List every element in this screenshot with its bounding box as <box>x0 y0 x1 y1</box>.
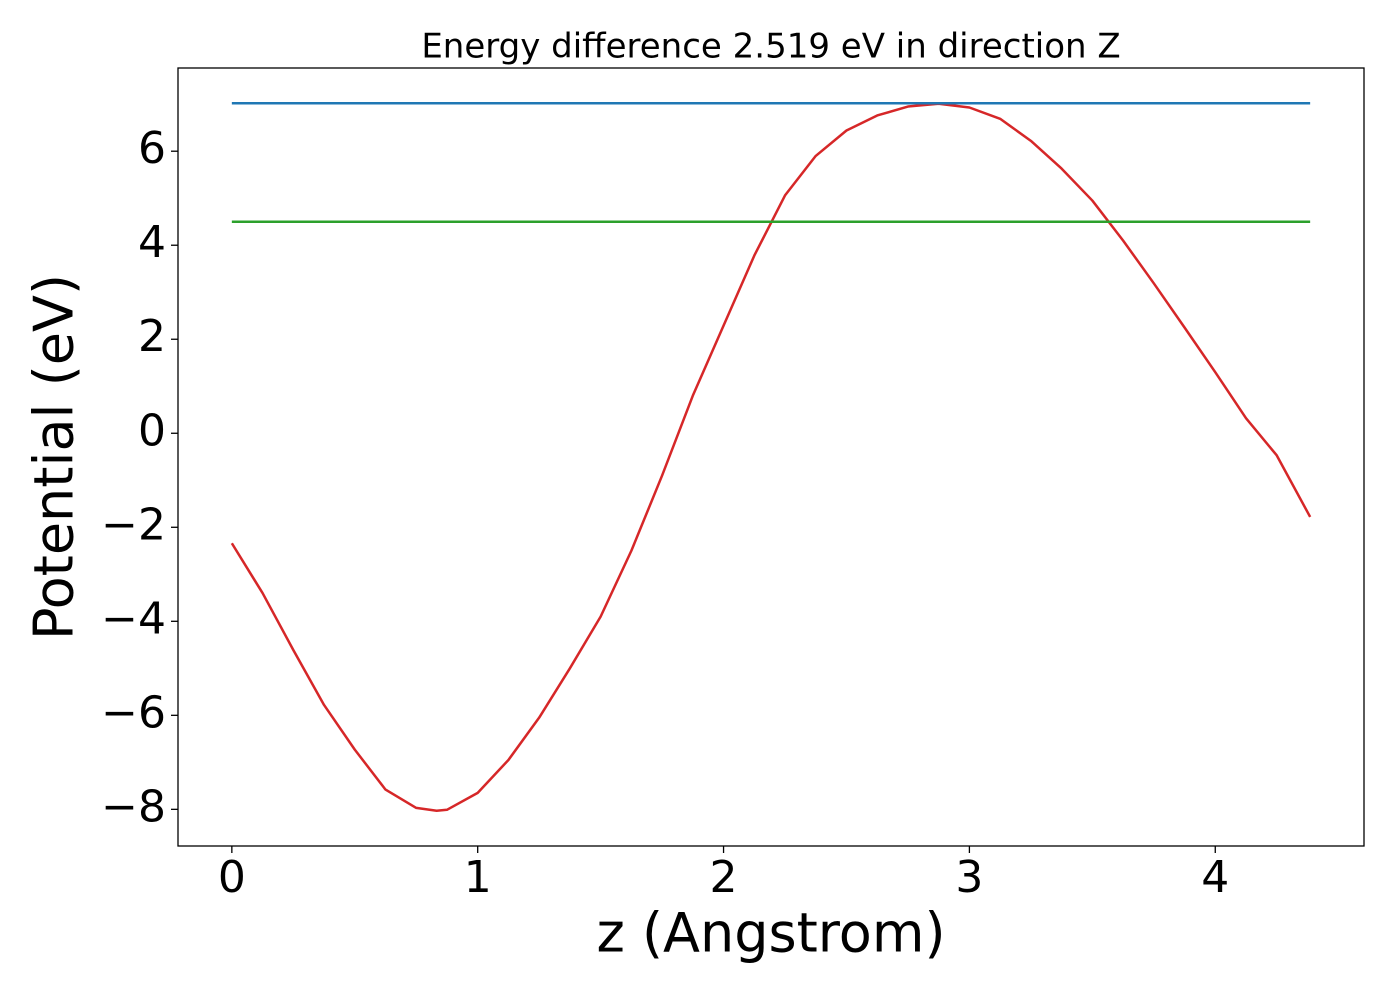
x-tick-label: 0 <box>218 852 246 903</box>
y-tick-label: −6 <box>101 687 166 738</box>
y-tick-label: 2 <box>138 311 166 362</box>
y-tick-label: 4 <box>138 217 166 268</box>
y-tick-label: 6 <box>138 123 166 174</box>
chart-title: Energy difference 2.519 eV in direction … <box>421 27 1120 67</box>
y-tick-label: −2 <box>101 499 166 550</box>
x-tick-label: 1 <box>464 852 492 903</box>
series-line <box>230 102 1312 812</box>
y-axis-label: Potential (eV) <box>23 274 86 640</box>
x-axis-label: z (Angstrom) <box>596 902 945 965</box>
x-tick-label: 3 <box>955 852 983 903</box>
x-tick-label: 4 <box>1201 852 1229 903</box>
y-tick-label: −4 <box>101 593 166 644</box>
plot-frame <box>177 67 1365 847</box>
y-tick-label: −8 <box>101 781 166 832</box>
y-tick-label: 0 <box>138 405 166 456</box>
x-tick-label: 2 <box>710 852 738 903</box>
